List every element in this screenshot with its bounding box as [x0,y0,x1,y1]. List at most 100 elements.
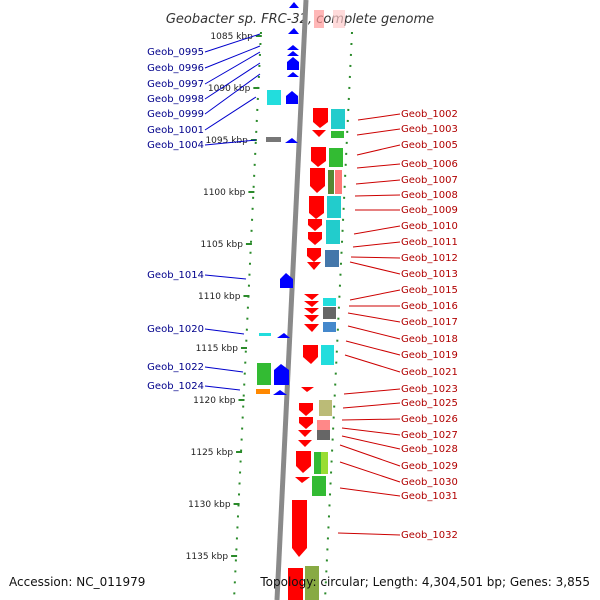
label-leader-line [204,274,247,280]
label-leader-line [204,33,261,53]
gene-block [326,220,340,244]
gene-arrow [304,294,319,300]
gene-block [331,109,345,129]
gene-block [333,10,345,28]
gene-label: Geob_1032 [401,530,458,541]
gene-label: Geob_1013 [401,269,458,280]
gene-block [331,131,344,138]
gene-arrow [304,308,319,314]
gene-block [323,298,336,306]
left-gene-labels: Geob_0995 Geob_0996 Geob_0997 Geob_0998 Geob… [147,33,261,392]
label-leader-line [355,179,401,185]
label-leader-line [345,340,401,356]
gene-label: Geob_1021 [401,367,458,378]
gene-arrow [288,568,303,600]
scale-ticks: 1085 kbp 1090 kbp 1095 kbp 1100 kbp 1105 kbp… [186,32,262,562]
scale-tick-label: 1120 kbp [193,396,236,406]
scale-tick-label: 1085 kbp [210,32,253,42]
gene-arrow [307,248,321,262]
gene-label: Geob_1009 [401,205,458,216]
label-leader-line [204,96,257,131]
gene-arrow [287,51,299,56]
label-leader-line [343,388,401,395]
gene-arrow [274,364,289,385]
gene-arrow [304,315,319,322]
scale-tick-label: 1100 kbp [203,188,246,198]
label-leader-line [356,163,401,169]
map-title: Geobacter sp. FRC-32, complete genome [166,12,434,27]
gene-label: Geob_1007 [401,175,458,186]
label-leader-line [339,444,401,467]
gene-arrow [286,91,298,104]
gene-label: Geob_1019 [401,350,458,361]
label-leader-line [341,418,401,421]
gene-arrow [311,147,326,167]
label-leader-line [204,73,261,115]
gene-label: Geob_1003 [401,124,458,135]
gene-arrow [298,430,312,437]
gene-block [312,476,326,496]
label-leader-line [356,128,401,136]
gene-label: Geob_1017 [401,317,458,328]
gene-block [321,452,328,474]
gene-label: Geob_1027 [401,430,458,441]
gene-block [328,170,334,194]
gene-label: Geob_0999 [147,109,204,120]
gene-arrow [285,138,298,143]
gene-block [325,250,339,267]
label-leader-line [339,487,401,497]
gene-label: Geob_1002 [401,109,458,120]
label-leader-line [356,144,401,156]
gene-block [256,389,270,394]
label-leader-line [357,113,401,121]
label-leader-line [204,328,245,335]
label-leader-line [339,461,401,483]
label-leader-line [353,225,401,235]
gene-block [323,307,336,319]
gene-block [305,566,319,600]
topology-text: Topology: circular; Length: 4,304,501 bp… [259,575,590,589]
genome-backbone [274,0,309,600]
gene-label: Geob_1026 [401,414,458,425]
label-leader-line [204,385,241,391]
gene-arrow [287,72,299,77]
gene-arrow [289,2,299,8]
scale-tick-label: 1125 kbp [191,448,234,458]
gene-label: Geob_1025 [401,398,458,409]
gene-arrow [299,417,313,429]
gene-block [335,170,342,194]
gene-arrow [307,262,321,270]
gene-arrow [309,196,324,219]
gene-arrow [310,168,325,193]
gene-label: Geob_1015 [401,285,458,296]
label-leader-line [349,261,401,275]
gene-label: Geob_1030 [401,477,458,488]
gene-block [319,400,332,416]
label-leader-line [337,532,401,536]
label-leader-line [354,194,401,197]
label-leader-line [204,45,261,69]
label-leader-line [352,241,401,248]
label-leader-line [204,366,244,373]
gene-label: Geob_1024 [147,381,204,392]
gene-label: Geob_0997 [147,79,204,90]
accession-text: Accession: NC_011979 [9,575,145,589]
gene-arrow [298,440,312,447]
label-leader-line [350,256,401,259]
gene-block [317,430,330,440]
gene-arrow [273,390,287,395]
label-leader-line [349,289,401,301]
gene-arrow [308,232,322,245]
gene-block [314,452,321,474]
gene-block [317,420,330,430]
gene-block [267,90,281,105]
gene-arrow [296,451,311,473]
gene-block [259,333,271,336]
label-leader-line [341,435,401,450]
gene-label: Geob_1028 [401,444,458,455]
right-dotted-track [324,31,353,600]
label-leader-line [344,354,401,373]
gene-label: Geob_1014 [147,270,204,281]
label-leader-line [342,402,401,409]
